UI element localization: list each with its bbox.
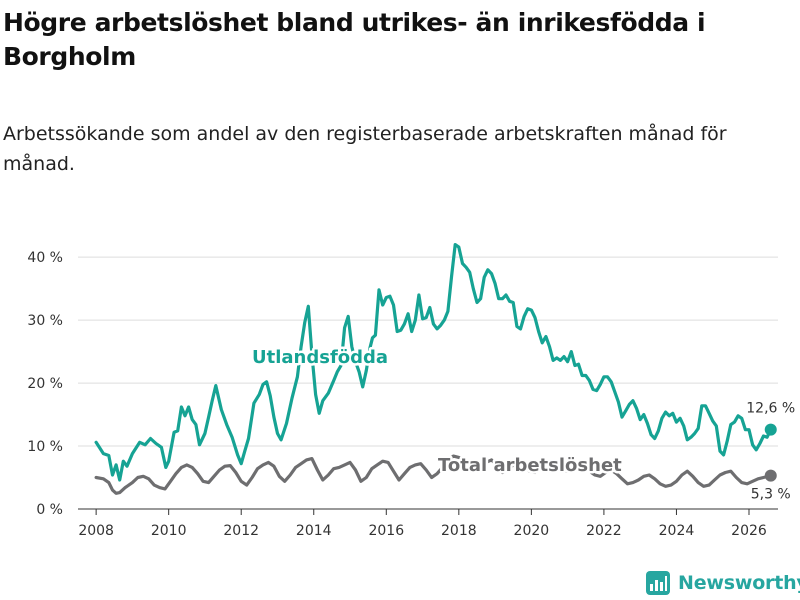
y-tick-label: 20 %: [27, 376, 63, 392]
x-tick-label: 2008: [78, 523, 114, 539]
x-tick-label: 2024: [659, 523, 695, 539]
chart-subtitle: Arbetssökande som andel av den registerb…: [3, 123, 727, 175]
series-label-halo-total: Total arbetslöshet: [438, 455, 622, 476]
x-tick-label: 2014: [296, 523, 332, 539]
x-tick-label: 2026: [731, 523, 767, 539]
x-tick-label: 2022: [586, 523, 622, 539]
axes: 0 % 10 % 20 % 30 % 40 % 2008 2010 2012 2014 2016 2…: [27, 250, 778, 539]
series-label-utlandsfodda: Utlandsfödda: [252, 347, 388, 368]
end-value-label-utlandsfodda: 12,6 %: [746, 401, 795, 417]
x-tick-label: 2016: [368, 523, 404, 539]
brand-name: Newsworthy: [678, 572, 800, 594]
series-line-utlandsfodda: [94, 243, 773, 482]
end-value-label-total: 5,3 %: [751, 487, 791, 503]
y-tick-label: 30 %: [27, 313, 63, 329]
x-tick-label: 2020: [514, 523, 550, 539]
series: [94, 243, 777, 495]
grid-lines: [78, 256, 778, 447]
chart-title: Högre arbetslöshet bland utrikes- än inr…: [3, 8, 706, 71]
end-point-utlandsfodda: [764, 423, 777, 436]
y-tick-label: 40 %: [27, 250, 63, 266]
x-tick-label: 2018: [441, 523, 477, 539]
series-label-halo-utlandsfodda: Utlandsfödda: [252, 347, 388, 368]
y-tick-label: 0 %: [36, 502, 63, 518]
x-tick-label: 2012: [223, 523, 259, 539]
series-line-total: [94, 454, 773, 495]
bar-chart-icon: [646, 571, 670, 595]
x-tick-label: 2010: [151, 523, 187, 539]
y-tick-label: 10 %: [27, 439, 63, 455]
newsworthy-logo: Newsworthy: [645, 569, 800, 597]
end-point-total: [764, 469, 777, 482]
series-label-total: Total arbetslöshet: [438, 455, 622, 476]
